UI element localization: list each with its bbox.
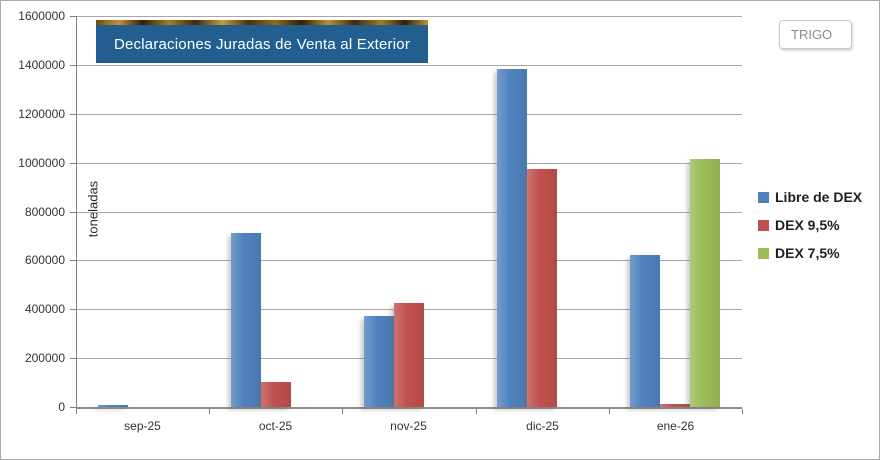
x-tick-label: dic-25 (526, 419, 559, 433)
y-tick-label: 800000 (24, 205, 65, 219)
y-tick-mark (70, 309, 76, 310)
bar-sep-25-series-0 (98, 405, 128, 407)
bar-ene-26-series-1 (660, 404, 690, 407)
x-tick-mark (476, 409, 477, 414)
x-tick-label: sep-25 (124, 419, 161, 433)
y-tick-label: 200000 (24, 351, 65, 365)
y-axis-title: toneladas (85, 180, 101, 238)
title-top-stripe (96, 20, 428, 25)
bar-oct-25-series-1 (261, 382, 291, 407)
legend-swatch-icon (758, 247, 769, 259)
bar-oct-25-series-0 (231, 233, 261, 407)
y-tick-mark (70, 358, 76, 359)
y-tick-label: 600000 (24, 253, 65, 267)
legend-label: DEX 7,5% (775, 245, 840, 261)
x-tick-mark (76, 409, 77, 414)
legend-item: DEX 9,5% (758, 217, 862, 233)
x-tick-mark (209, 409, 210, 414)
legend-label: DEX 9,5% (775, 217, 840, 233)
legend-item: DEX 7,5% (758, 245, 862, 261)
x-tick-mark (342, 409, 343, 414)
y-tick-label: 1200000 (18, 107, 65, 121)
chart-legend: Libre de DEX DEX 9,5% DEX 7,5% (758, 189, 862, 261)
y-tick-mark (70, 114, 76, 115)
y-tick-mark (70, 65, 76, 66)
y-tick-mark (70, 212, 76, 213)
legend-swatch-icon (758, 191, 769, 203)
y-gridline (76, 65, 742, 66)
trigo-filter-button[interactable]: TRIGO (779, 20, 852, 49)
y-gridline (76, 16, 742, 17)
bar-dic-25-series-0 (497, 69, 527, 407)
legend-label: Libre de DEX (775, 189, 863, 205)
y-tick-label: 0 (58, 400, 65, 414)
y-tick-mark (70, 407, 76, 408)
bar-ene-26-series-2 (690, 159, 720, 407)
y-tick-label: 400000 (24, 302, 65, 316)
legend-item: Libre de DEX (758, 189, 862, 205)
bar-ene-26-series-0 (630, 255, 660, 407)
y-tick-label: 1600000 (18, 9, 65, 23)
y-tick-label: 1400000 (18, 58, 65, 72)
y-gridline (76, 260, 742, 261)
x-tick-mark (742, 409, 743, 414)
trigo-filter-label: TRIGO (791, 27, 833, 42)
y-tick-label: 1000000 (18, 156, 65, 170)
x-axis-line (76, 407, 742, 409)
bar-nov-25-series-1 (394, 303, 424, 407)
x-tick-mark (609, 409, 610, 414)
x-tick-label: oct-25 (258, 419, 293, 433)
y-tick-mark (70, 260, 76, 261)
chart-title-text: Declaraciones Juradas de Venta al Exteri… (113, 35, 411, 53)
legend-swatch-icon (758, 219, 769, 231)
bar-nov-25-series-0 (364, 316, 394, 407)
y-axis-line (76, 16, 77, 412)
y-tick-mark (70, 16, 76, 17)
x-tick-label: nov-25 (390, 419, 427, 433)
y-gridline (76, 212, 742, 213)
bar-dic-25-series-1 (527, 169, 557, 407)
x-tick-label: ene-26 (656, 419, 695, 433)
y-gridline (76, 163, 742, 164)
chart-title: Declaraciones Juradas de Venta al Exteri… (96, 25, 428, 63)
y-tick-mark (70, 163, 76, 164)
y-gridline (76, 114, 742, 115)
